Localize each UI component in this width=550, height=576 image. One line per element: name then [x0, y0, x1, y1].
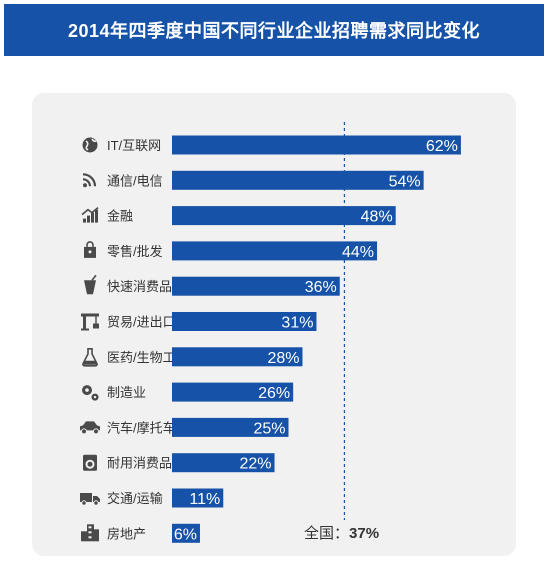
drink-cup-icon — [84, 274, 97, 295]
category-label: 快速消费品 — [107, 279, 172, 294]
bar-row: 金融 48% — [81, 206, 396, 226]
buildings-icon — [81, 524, 99, 542]
bar-row: 耐用消费品 22% — [83, 453, 275, 473]
category-label: 医药/生物工程 — [107, 350, 189, 365]
national-average-prefix: 全国： — [304, 524, 349, 542]
bar-row: 贸易/进出口 31% — [81, 312, 317, 332]
bar-row: 零售/批发 44% — [84, 241, 378, 261]
bar-row: IT/互联网 62% — [82, 135, 461, 155]
bar — [172, 170, 424, 190]
truck-icon — [80, 493, 100, 506]
car-icon — [80, 421, 100, 435]
chart-title: 2014年四季度中国不同行业企业招聘需求同比变化 — [4, 4, 544, 56]
national-average-value: 37% — [349, 525, 379, 542]
bar-row: 制造业 26% — [82, 382, 294, 402]
category-label: 金融 — [107, 209, 133, 224]
category-label: 贸易/进出口 — [107, 315, 176, 330]
shopping-bag-icon — [84, 241, 96, 258]
bar-row: 快速消费品 36% — [84, 274, 340, 296]
bar — [172, 206, 396, 226]
category-label: 交通/运输 — [107, 491, 163, 506]
category-label: IT/互联网 — [107, 138, 161, 153]
category-label: 零售/批发 — [107, 244, 163, 259]
bar — [172, 523, 200, 543]
bar-value-label: 25% — [253, 420, 285, 437]
bar-row: 医药/生物工程 28% — [82, 347, 303, 367]
chart-up-icon — [81, 206, 99, 223]
bar — [172, 135, 461, 155]
bar-value-label: 6% — [174, 526, 197, 543]
bar-value-label: 31% — [281, 315, 313, 332]
globe-icon — [82, 137, 98, 153]
category-label: 耐用消费品 — [107, 456, 172, 471]
bar-row: 汽车/摩托车 25% — [80, 417, 289, 437]
bar — [172, 453, 275, 473]
crane-icon — [81, 313, 99, 331]
national-average-label: 全国：37% — [304, 524, 379, 542]
bar — [172, 382, 294, 402]
bar-value-label: 26% — [258, 385, 290, 402]
bar — [172, 241, 378, 261]
bar-value-label: 28% — [267, 350, 299, 367]
category-label: 通信/电信 — [107, 173, 163, 188]
bar-value-label: 11% — [189, 491, 220, 508]
bar — [172, 276, 340, 296]
bar-value-label: 48% — [361, 209, 393, 226]
bar — [172, 312, 317, 331]
category-label: 制造业 — [107, 385, 146, 400]
bar-value-label: 62% — [426, 138, 458, 155]
flask-icon — [82, 348, 98, 367]
rss-icon — [82, 173, 97, 188]
washing-machine-icon — [83, 454, 97, 471]
bar-row: 房地产 6% — [81, 523, 200, 543]
category-label: 房地产 — [107, 526, 146, 541]
bar-value-label: 54% — [389, 173, 421, 190]
bar-row: 通信/电信 54% — [82, 170, 424, 190]
category-label: 汽车/摩托车 — [107, 420, 176, 435]
bar — [172, 488, 224, 508]
bar-value-label: 22% — [239, 456, 271, 473]
gears-icon — [82, 385, 99, 401]
bar-row: 交通/运输 11% — [80, 488, 224, 508]
bar-value-label: 36% — [305, 279, 337, 296]
bar — [172, 417, 289, 437]
bar-value-label: 44% — [342, 244, 374, 261]
bar — [172, 347, 303, 367]
